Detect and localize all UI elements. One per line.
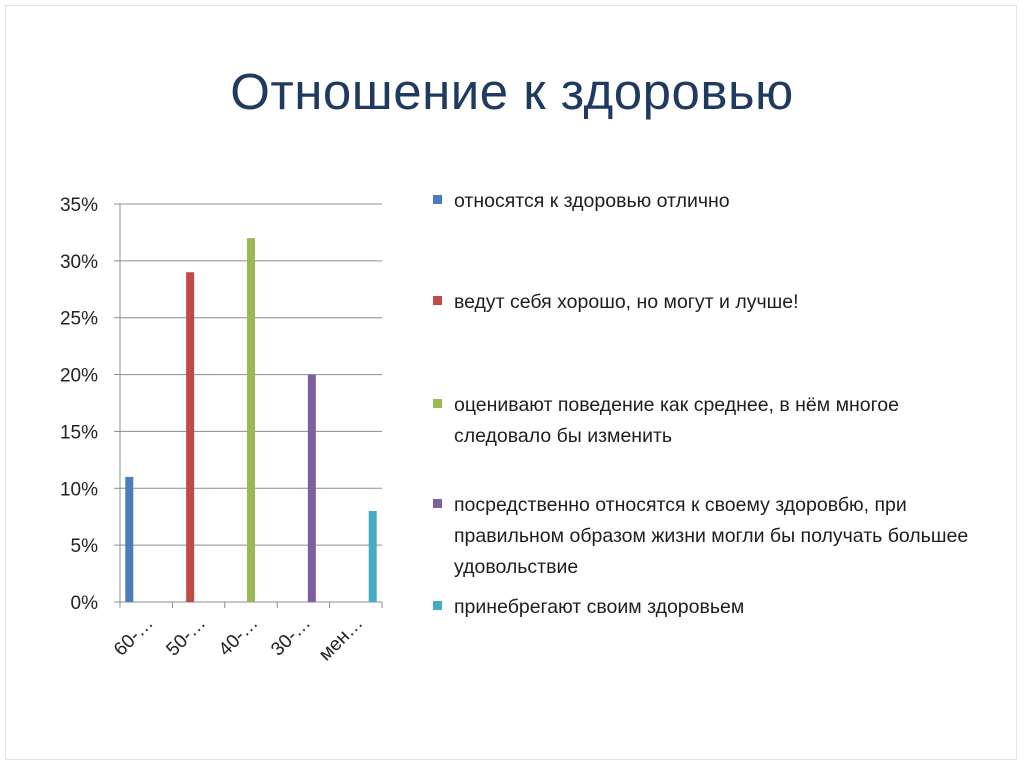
y-tick-label: 20% [60,366,98,387]
legend-swatch [433,296,442,305]
x-tick-label: мен… [315,613,367,665]
x-tick-label: 60-… [110,613,158,661]
legend-swatch [433,399,442,408]
legend-label: оценивают поведение как среднее, в нём м… [454,394,899,447]
legend-swatch [433,499,442,508]
y-tick-label: 0% [71,593,99,614]
bar [125,476,134,602]
x-tick-label: 50-… [162,613,210,661]
y-tick-label: 15% [60,422,98,443]
slide-frame [5,5,1017,760]
bar [307,374,316,602]
bar [186,272,195,602]
legend-label: ведут себя хорошо, но могут и лучше! [454,291,799,313]
bar [368,511,377,602]
y-tick-label: 25% [60,309,98,330]
y-tick-label: 5% [71,536,99,557]
y-tick-label: 35% [60,195,98,216]
x-tick-label: 30-… [267,613,315,661]
legend-swatch [433,195,442,204]
slide-title: Отношение к здоровью [230,63,794,120]
y-tick-label: 10% [60,479,98,500]
legend-label: посредственно относятся к своему здоровб… [454,494,969,578]
y-tick-label: 30% [60,252,98,273]
legend-label: принебрегают своим здоровьем [454,596,745,618]
x-tick-label: 40-… [215,613,263,661]
bar [247,238,255,602]
legend-label: относятся к здоровью отлично [454,190,730,212]
legend-swatch [433,601,442,610]
